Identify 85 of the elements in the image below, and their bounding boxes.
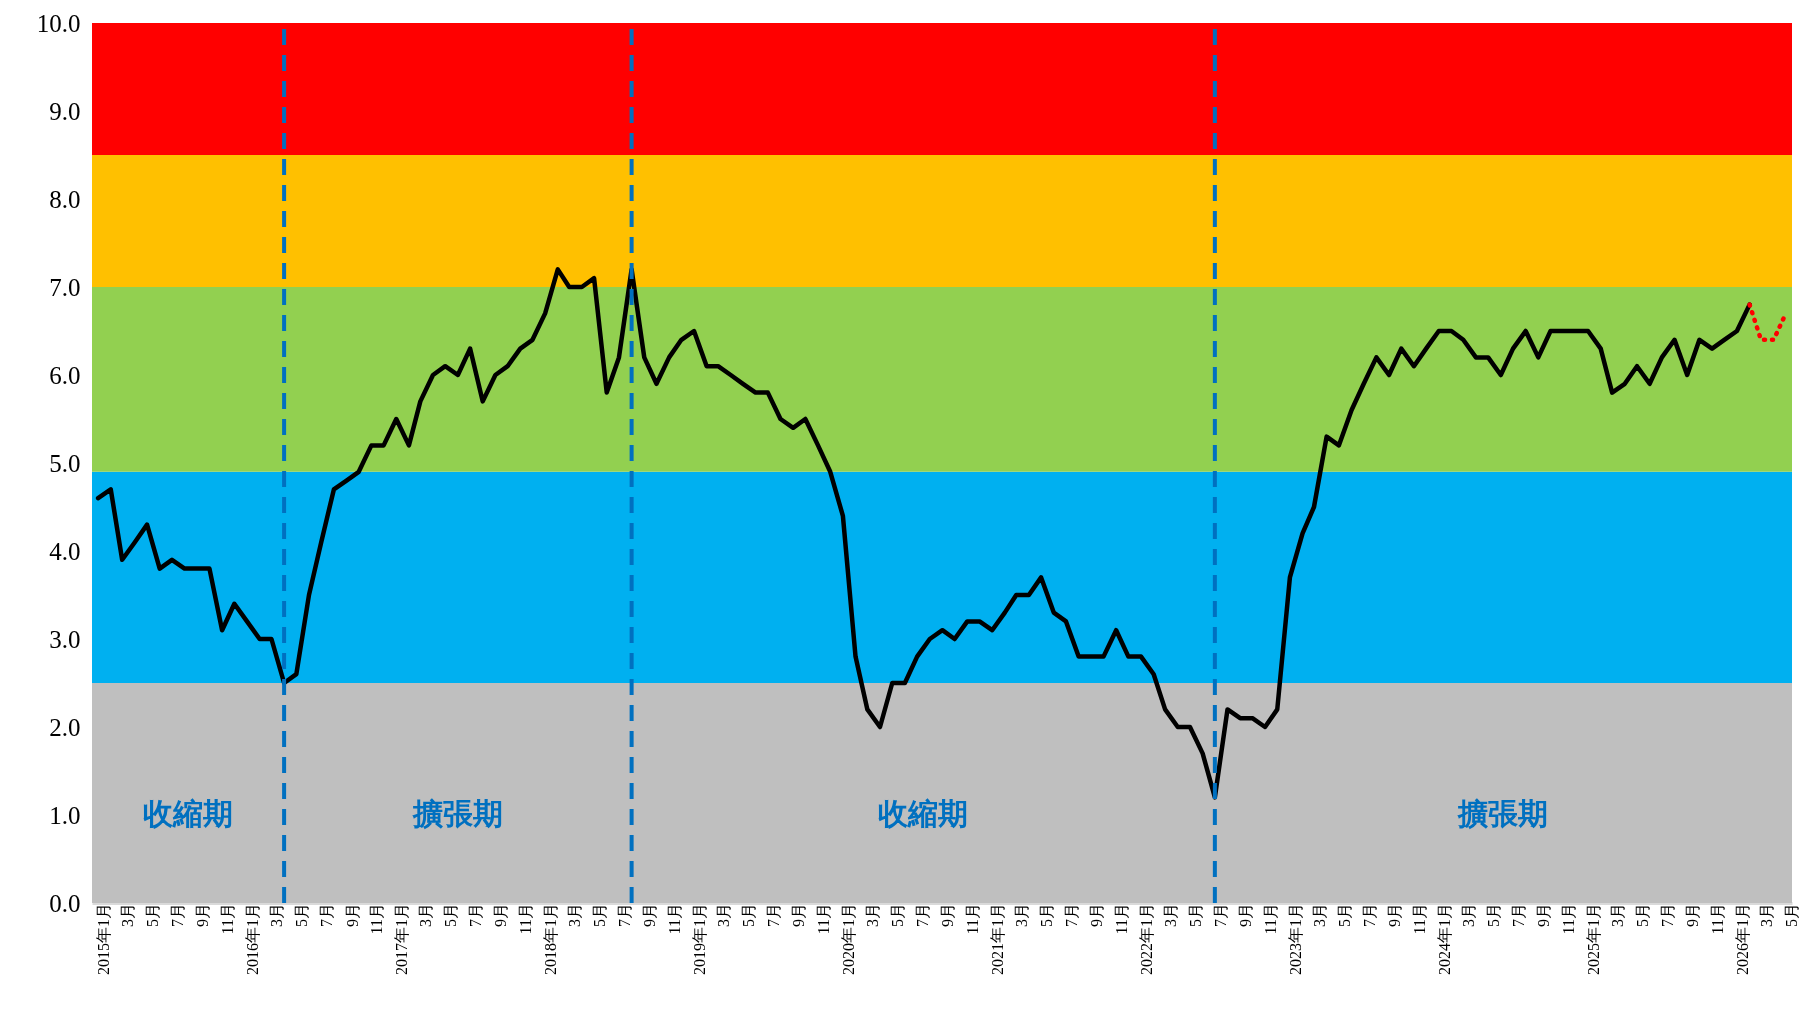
x-tick-label: 2015年1月: [95, 903, 113, 975]
x-tick-label: 11月: [964, 903, 982, 935]
x-tick-label: 5月: [442, 903, 460, 927]
x-tick-label: 7月: [615, 903, 633, 927]
x-tick-label: 11月: [1410, 903, 1428, 935]
x-tick-label: 7月: [1510, 903, 1528, 927]
x-tick-label: 2021年1月: [989, 903, 1007, 975]
x-tick-label: 5月: [1038, 903, 1056, 927]
x-tick-label: 5月: [293, 903, 311, 927]
x-tick-label: 2025年1月: [1585, 903, 1603, 975]
x-tick-label: 11月: [666, 903, 684, 935]
x-tick-label: 7月: [1062, 903, 1080, 927]
x-tick-label: 11月: [368, 903, 386, 935]
y-tick-label: 5.0: [49, 449, 81, 477]
x-tick-label: 5月: [1485, 903, 1503, 927]
x-tick-label: 3月: [1460, 903, 1478, 927]
x-tick-label: 3月: [1013, 903, 1031, 927]
y-tick-label: 9.0: [49, 97, 81, 125]
x-tick-label: 9月: [1237, 903, 1255, 927]
x-tick-label: 7月: [467, 903, 485, 927]
x-tick-label: 9月: [343, 903, 361, 927]
x-tick-label: 2022年1月: [1138, 903, 1156, 975]
annotation: 收縮期: [143, 797, 234, 830]
x-tick-label: 3月: [417, 903, 435, 927]
x-tick-label: 3月: [715, 903, 733, 927]
x-tick-label: 3月: [119, 903, 137, 927]
x-tick-label: 9月: [1088, 903, 1106, 927]
x-tick-label: 5月: [1335, 903, 1353, 927]
x-tick-label: 11月: [1709, 903, 1727, 935]
annotation: 擴張期: [411, 797, 503, 830]
x-tick-label: 5月: [1186, 903, 1204, 927]
y-tick-label: 10.0: [36, 9, 81, 37]
y-tick-label: 6.0: [49, 361, 81, 389]
x-tick-label: 9月: [641, 903, 659, 927]
x-tick-label: 5月: [1634, 903, 1652, 927]
y-tick-label: 0.0: [49, 889, 81, 917]
x-tick-label: 7月: [1360, 903, 1378, 927]
x-tick-label: 7月: [914, 903, 932, 927]
annotation: 收縮期: [878, 797, 969, 830]
x-tick-label: 7月: [1658, 903, 1676, 927]
x-tick-label: 2018年1月: [542, 903, 560, 975]
x-tick-label: 11月: [219, 903, 237, 935]
annotation: 擴張期: [1457, 797, 1549, 830]
x-tick-label: 11月: [1262, 903, 1280, 935]
x-tick-label: 9月: [492, 903, 510, 927]
x-tick-label: 5月: [591, 903, 609, 927]
x-tick-label: 3月: [864, 903, 882, 927]
x-tick-label: 9月: [1535, 903, 1553, 927]
x-tick-label: 2024年1月: [1435, 903, 1453, 975]
x-tick-label: 2026年1月: [1733, 903, 1751, 975]
x-tick-label: 2019年1月: [691, 903, 709, 975]
x-tick-label: 2023年1月: [1286, 903, 1304, 975]
line-series: [95, 267, 1752, 800]
y-tick-label: 7.0: [49, 273, 81, 301]
x-tick-label: 3月: [1162, 903, 1180, 927]
x-tick-label: 11月: [517, 903, 535, 935]
x-tick-label: 3月: [1758, 903, 1775, 927]
x-tick-label: 5月: [739, 903, 757, 927]
y-tick-label: 1.0: [49, 801, 81, 829]
x-tick-label: 5月: [1782, 903, 1800, 927]
x-tick-label: 9月: [194, 903, 212, 927]
y-tick-label: 4.0: [49, 537, 81, 565]
x-tick-label: 9月: [1386, 903, 1404, 927]
x-tick-label: 2017年1月: [393, 903, 411, 975]
x-tick-label: 9月: [939, 903, 957, 927]
x-tick-label: 7月: [168, 903, 186, 927]
x-tick-label: 3月: [566, 903, 584, 927]
x-tick-label: 3月: [1310, 903, 1328, 927]
y-tick-label: 2.0: [49, 713, 81, 741]
x-tick-label: 11月: [1560, 903, 1578, 935]
x-tick-label: 9月: [1684, 903, 1702, 927]
y-tick-label: 8.0: [49, 185, 81, 213]
x-tick-label: 7月: [764, 903, 782, 927]
x-tick-label: 5月: [144, 903, 162, 927]
x-tick-label: 3月: [268, 903, 286, 927]
x-tick-label: 11月: [815, 903, 833, 935]
x-tick-label: 9月: [790, 903, 808, 927]
x-tick-label: 2016年1月: [243, 903, 261, 975]
x-tick-label: 2020年1月: [839, 903, 857, 975]
y-tick-label: 3.0: [49, 625, 81, 653]
x-tick-label: 7月: [1211, 903, 1229, 927]
x-tick-label: 3月: [1609, 903, 1627, 927]
x-tick-label: 7月: [318, 903, 336, 927]
x-tick-label: 5月: [889, 903, 907, 927]
x-tick-label: 11月: [1113, 903, 1131, 935]
